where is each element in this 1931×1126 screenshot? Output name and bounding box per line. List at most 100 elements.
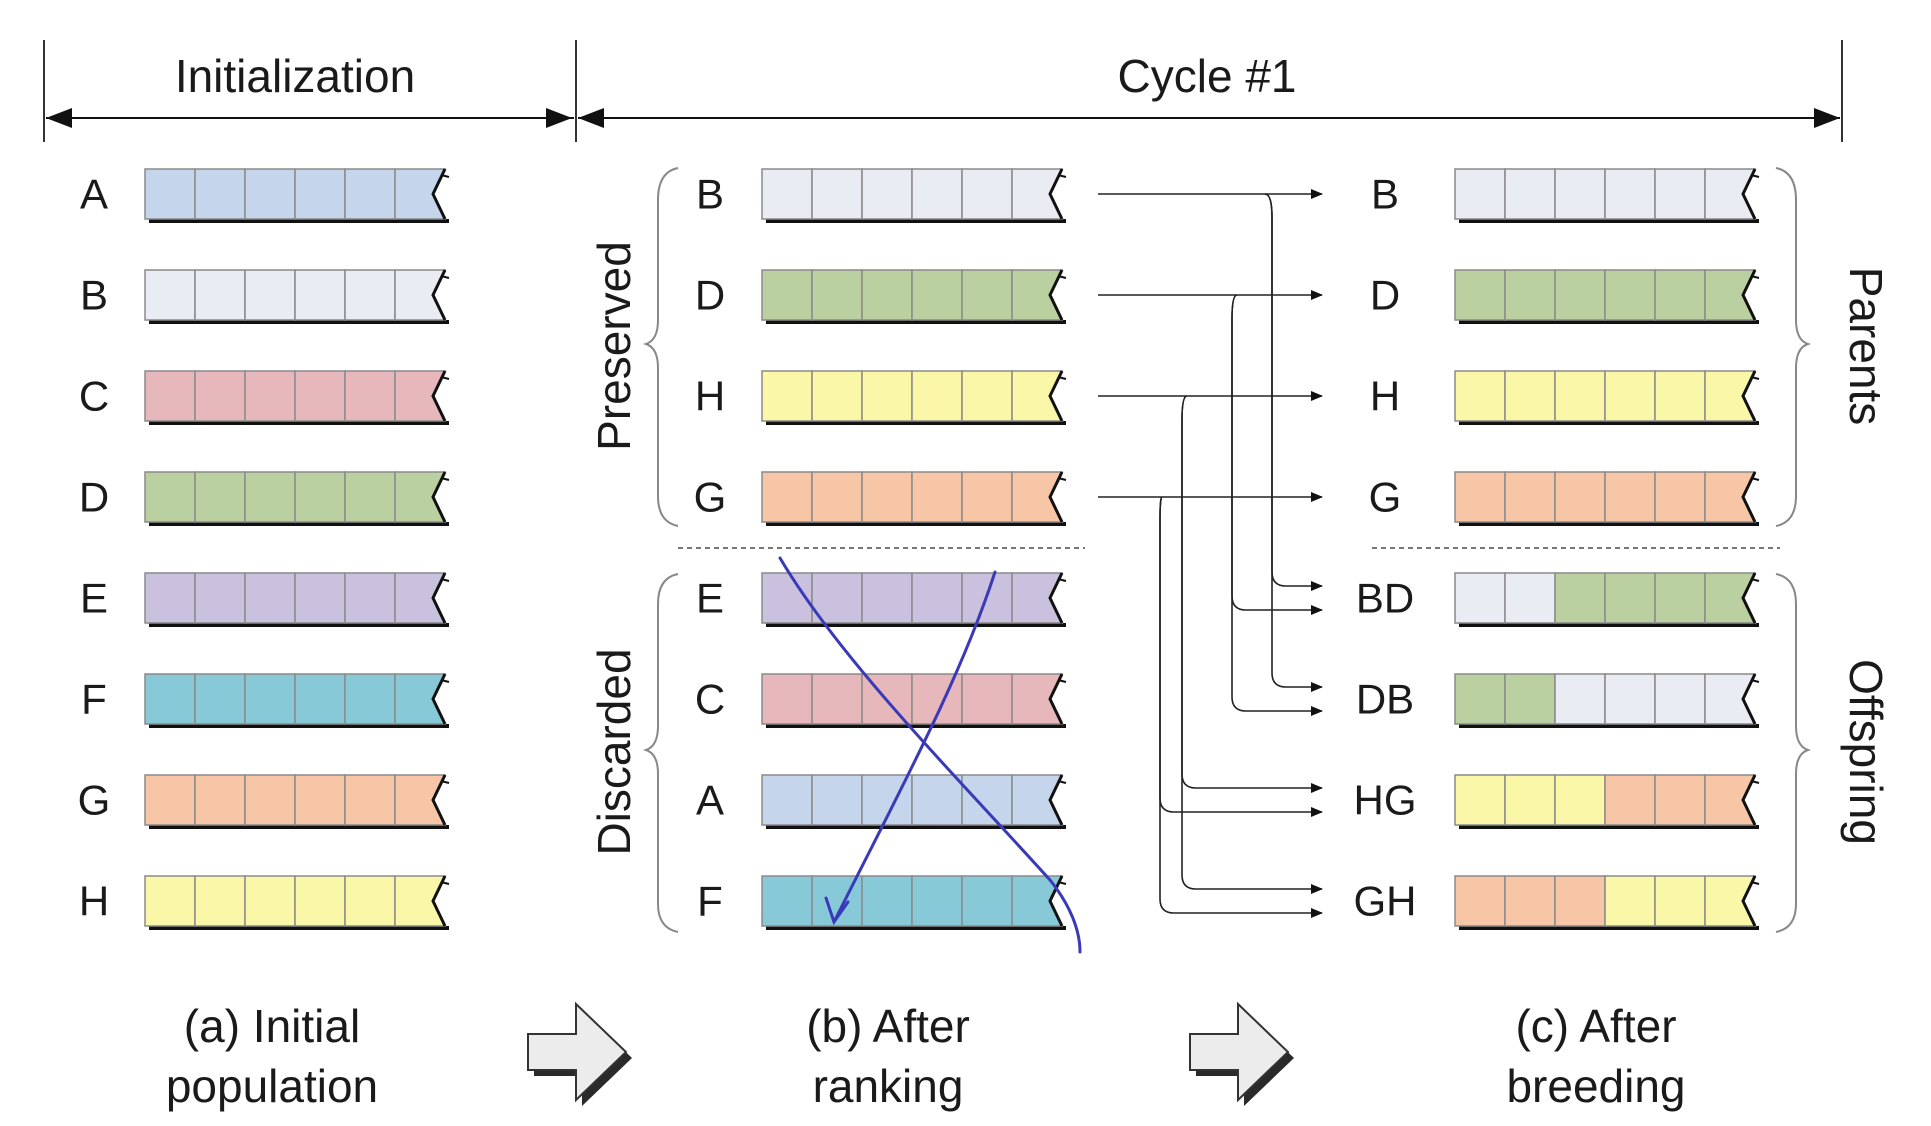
gene-cell [811,370,863,422]
gene-cell [1504,370,1556,422]
gene-cell [194,774,246,826]
gene-cell [144,572,196,624]
gene-cell [344,673,396,725]
row-label-C: C [79,373,109,420]
gene-cell [1654,673,1706,725]
gene-cell [1654,875,1706,927]
chromosome-GH [1454,875,1760,930]
gene-cell [294,269,346,321]
gene-cell [961,168,1013,220]
gene-cell [1554,269,1606,321]
gene-cell [1504,774,1556,826]
gene-cell [194,673,246,725]
gene-cell [911,471,963,523]
gene-cell [1454,572,1506,624]
gene-cell-end [1704,673,1757,725]
row-label-F: F [81,676,107,723]
gene-cell [1454,168,1506,220]
gene-cell [194,370,246,422]
gene-cell [1604,774,1656,826]
gene-cell [911,875,963,927]
gene-cell [811,673,863,725]
gene-cell [244,471,296,523]
gene-cell-end [394,774,447,826]
gene-cell [961,673,1013,725]
arrowhead-left-icon [46,108,72,128]
gene-cell [1454,269,1506,321]
gene-cell [861,269,913,321]
preserved-label: Preserved [588,241,640,451]
gene-cell [1454,673,1506,725]
row-label-G: G [1369,474,1402,521]
row-label-C: C [695,676,725,723]
chromosome-B [761,168,1067,223]
gene-cell [811,774,863,826]
chromosome-D [761,269,1067,324]
chromosome-G [144,774,450,829]
panel-initial-population: A B C D E F G H [78,168,450,930]
gene-cell-end [1704,471,1757,523]
gene-cell [761,572,813,624]
chromosome-E [144,572,450,627]
group-brackets [642,167,1812,933]
gene-cell [1604,673,1656,725]
connector-H [1098,391,1323,894]
gene-cell [911,572,963,624]
gene-cell [144,168,196,220]
chromosome-D [1454,269,1760,324]
gene-cell [811,572,863,624]
gene-cell [144,774,196,826]
gene-cell [294,168,346,220]
gene-cell [911,370,963,422]
gene-cell [1554,168,1606,220]
gene-cell [294,370,346,422]
gene-cell [144,471,196,523]
gene-cell [761,875,813,927]
preserved-brace [642,167,679,527]
chromosome-DB [1454,673,1760,728]
gene-cell [1654,269,1706,321]
caption-a-line2: population [166,1060,378,1112]
chromosome-A [761,774,1067,829]
gene-cell-end [1011,370,1064,422]
chromosome-D [144,471,450,526]
gene-cell [1604,875,1656,927]
row-label-HG: HG [1354,777,1417,824]
chromosome-H [1454,370,1760,425]
chromosome-B [1454,168,1760,223]
gene-cell [1454,471,1506,523]
gene-cell-end [1704,168,1757,220]
caption-c: (c) After breeding [1506,1000,1685,1112]
row-label-A: A [80,171,108,218]
row-label-DB: DB [1356,676,1414,723]
gene-cell [861,471,913,523]
gene-cell [244,370,296,422]
gene-cell [1554,774,1606,826]
chromosome-A [144,168,450,223]
gene-cell [244,673,296,725]
gene-cell [861,370,913,422]
gene-cell-end [1011,774,1064,826]
row-label-A: A [696,777,724,824]
caption-b: (b) After ranking [806,1000,970,1112]
gene-cell [911,269,963,321]
gene-cell [961,370,1013,422]
chromosome-C [144,370,450,425]
gene-cell [1504,875,1556,927]
gene-cell [344,875,396,927]
gene-cell [344,269,396,321]
row-label-BD: BD [1356,575,1414,622]
gene-cell [194,471,246,523]
row-label-B: B [1371,171,1399,218]
gene-cell-end [394,168,447,220]
row-label-D: D [79,474,109,521]
gene-cell [1454,370,1506,422]
caption-c-line2: breeding [1506,1060,1685,1112]
connector-B [1098,189,1323,692]
header-cycle: Cycle #1 [575,40,1843,142]
gene-cell-end [1011,269,1064,321]
gene-cell [961,471,1013,523]
gene-cell [244,774,296,826]
